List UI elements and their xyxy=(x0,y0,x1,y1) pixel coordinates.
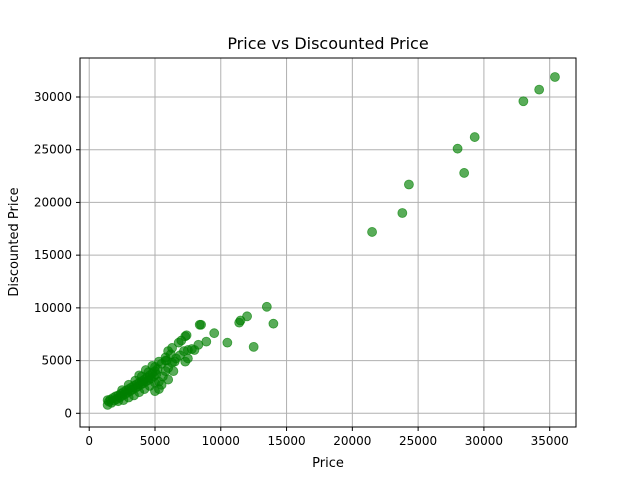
y-tick-label: 10000 xyxy=(34,301,72,315)
data-point xyxy=(201,336,212,347)
grid-lines xyxy=(80,58,576,427)
y-tick-label: 20000 xyxy=(34,195,72,209)
x-axis-label: Price xyxy=(312,456,344,471)
data-point xyxy=(469,132,480,142)
y-tick-label: 30000 xyxy=(34,90,72,104)
x-tick-label: 10000 xyxy=(202,434,240,448)
data-point xyxy=(209,328,220,339)
chart-title: Price vs Discounted Price xyxy=(227,34,428,53)
y-tick-label: 5000 xyxy=(41,354,72,368)
data-point xyxy=(397,208,408,218)
data-point xyxy=(550,72,560,82)
data-point xyxy=(452,143,463,154)
x-tick-label: 5000 xyxy=(140,434,171,448)
x-tick-label: 25000 xyxy=(399,434,437,448)
y-tick-label: 0 xyxy=(64,406,72,420)
data-point xyxy=(404,179,414,190)
data-point xyxy=(242,311,252,322)
data-point xyxy=(182,353,193,364)
y-axis-label: Discounted Price xyxy=(7,187,22,296)
y-tick-label: 15000 xyxy=(34,248,72,262)
data-point xyxy=(134,370,145,381)
x-tick-label: 20000 xyxy=(333,434,371,448)
data-point xyxy=(181,330,192,341)
data-point xyxy=(367,227,377,237)
data-point xyxy=(194,319,205,330)
x-tick-label: 15000 xyxy=(267,434,305,448)
x-tick-label: 35000 xyxy=(531,434,569,448)
data-points xyxy=(102,72,560,410)
data-point xyxy=(163,374,174,385)
data-point xyxy=(534,84,545,95)
x-tick-label: 0 xyxy=(85,434,93,448)
data-point xyxy=(268,318,279,329)
x-tick-label: 30000 xyxy=(465,434,503,448)
data-point xyxy=(459,168,470,178)
plot-frame xyxy=(79,57,577,428)
data-point xyxy=(168,366,179,377)
data-point xyxy=(161,355,172,366)
data-point xyxy=(518,96,529,107)
data-point xyxy=(261,301,272,312)
y-tick-label: 25000 xyxy=(34,143,72,157)
y-axis-ticks: 0 5000 10000 15000 20000 25000 30000 xyxy=(34,90,80,420)
data-point xyxy=(167,343,177,353)
data-point xyxy=(222,337,233,348)
data-point xyxy=(248,341,259,352)
x-axis-ticks: 0 5000 10000 15000 20000 25000 30000 35000 xyxy=(85,427,569,448)
data-point xyxy=(150,386,160,397)
data-point xyxy=(117,385,128,396)
